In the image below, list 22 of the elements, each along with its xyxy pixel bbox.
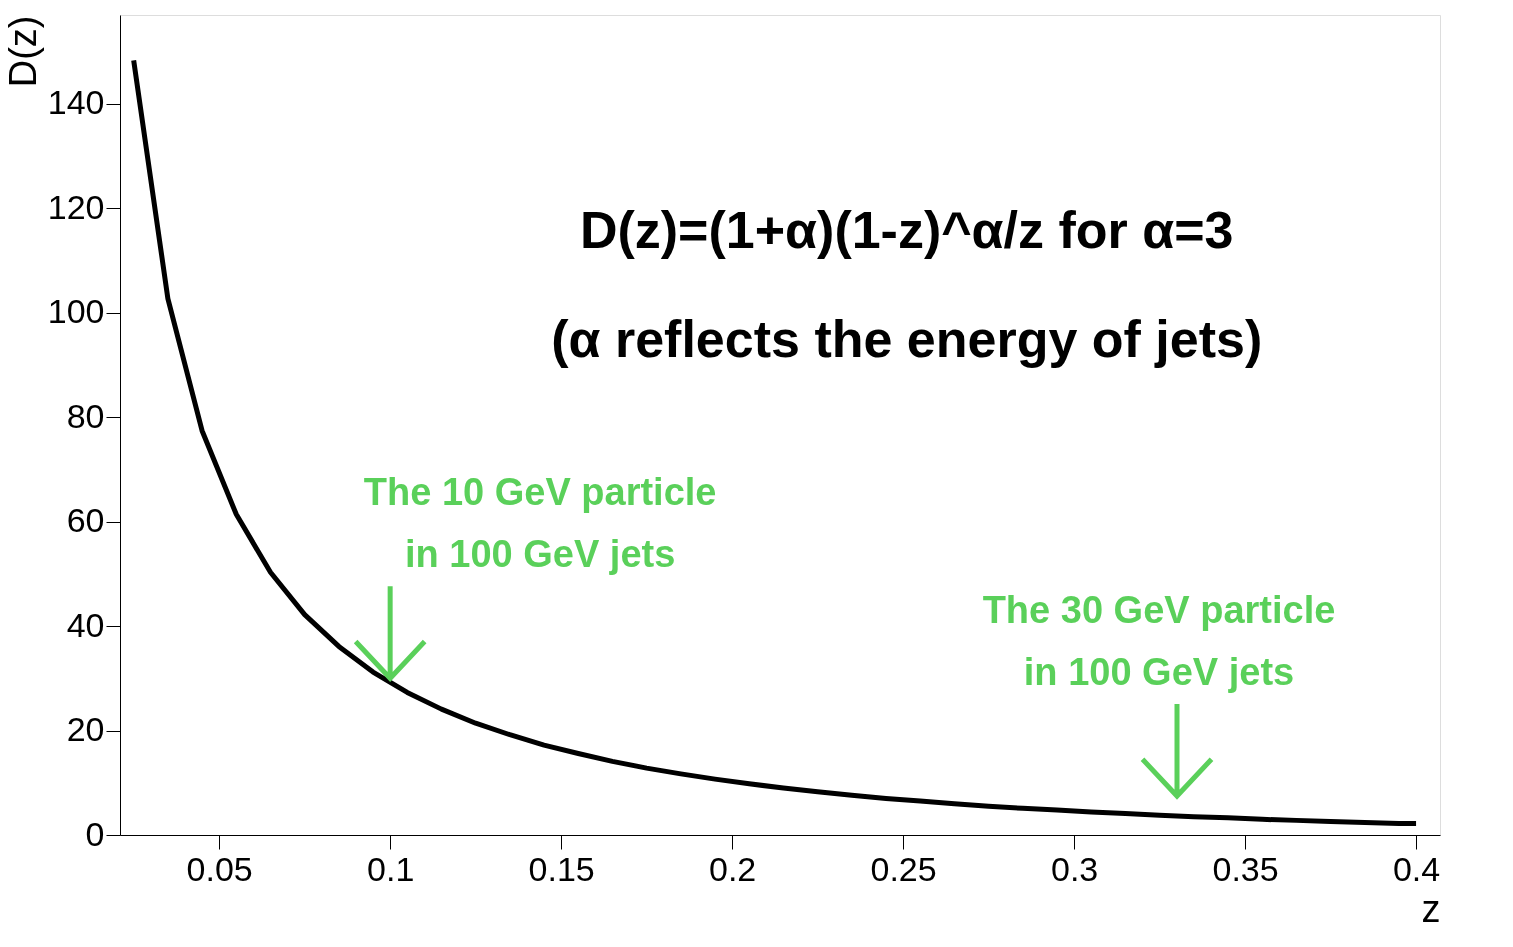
y-tick-label: 40 [66,605,105,644]
x-tick-label: 0.25 [870,849,937,888]
x-tick-label: 0.2 [708,849,757,888]
annotation: D(z)=(1+α)(1-z)^α/z for α=3 [579,201,1234,260]
y-tick-label: 120 [47,187,105,226]
y-tick-label: 140 [47,83,105,122]
x-tick-label: 0.3 [1050,849,1099,888]
x-tick-label: 0.05 [186,849,253,888]
y-tick-label: 20 [66,710,105,749]
x-tick-label: 0.1 [367,849,415,888]
x-tick-label: 0.4 [1392,849,1441,888]
y-tick-label: 80 [66,396,105,435]
y-tick-label: 100 [47,292,105,331]
annotation: The 30 GeV particle in 100 GeV jets [982,589,1336,693]
annotation: (α reflects the energy of jets) [551,309,1263,368]
x-tick-label: 0.15 [528,849,595,888]
x-tick-label: 0.35 [1212,849,1279,888]
x-axis-title: z [1421,887,1441,930]
y-axis-title: D(z) [1,15,44,88]
y-tick-label: 60 [66,501,105,540]
annotation: The 10 GeV particle in 100 GeV jets [363,471,717,576]
y-tick-label: 0 [85,814,105,853]
